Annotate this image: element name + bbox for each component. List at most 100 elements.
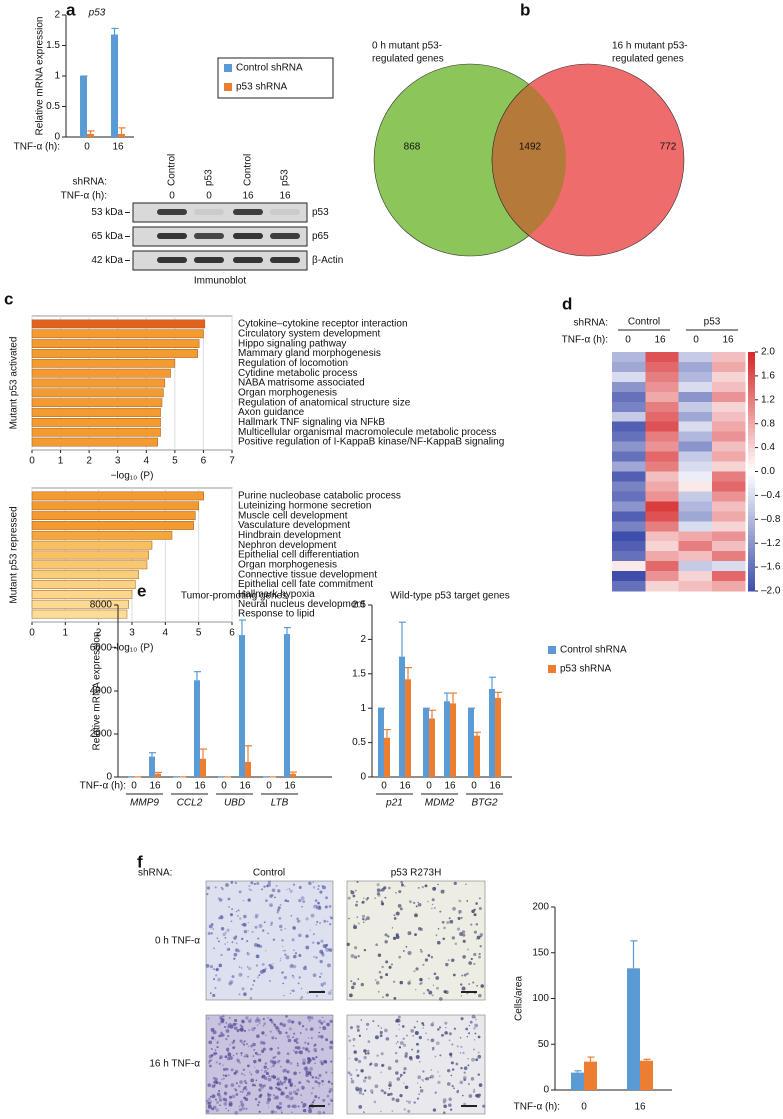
cell-dot (408, 1056, 413, 1060)
cell-dot (270, 1020, 274, 1024)
colorbar-segment (748, 503, 755, 508)
cell-dot (286, 1070, 290, 1074)
blot-band (233, 233, 263, 239)
colorbar-segment (748, 575, 755, 580)
cell-dot (473, 952, 477, 957)
cell-dot (395, 1071, 399, 1075)
cell-dot (476, 935, 481, 940)
cell-dot (299, 997, 303, 1001)
cell-dot (292, 989, 295, 993)
cell-dot (258, 1058, 262, 1062)
cell-dot (276, 1082, 281, 1086)
cell-dot (330, 1071, 333, 1074)
cell-dot (293, 1032, 296, 1035)
cell-dot (417, 1075, 422, 1080)
cell-dot (459, 932, 463, 936)
cell-dot (219, 1057, 222, 1060)
blot-size: 42 kDa (91, 255, 123, 266)
cell-dot (224, 936, 227, 939)
cell-dot (417, 886, 420, 889)
cell-dot (420, 981, 423, 985)
group-label: p21 (385, 798, 403, 809)
cell-dot (265, 950, 267, 952)
cell-dot (222, 1077, 225, 1080)
cell-dot (248, 1029, 251, 1032)
cell-dot (243, 1086, 247, 1090)
cell-dot (292, 954, 297, 959)
colorbar-segment (748, 579, 755, 584)
cell-dot (422, 1024, 425, 1027)
colorbar-label: –0.8 (761, 514, 781, 525)
heatmap-cell (678, 481, 713, 492)
category-label: Epithelial cell differentiation (238, 550, 359, 561)
colorbar-segment (748, 539, 755, 544)
cell-dot (475, 1018, 477, 1021)
y-axis-label: Relative mRNA expression (92, 632, 103, 751)
cell-dot (223, 1092, 228, 1096)
cell-dot (239, 1061, 242, 1064)
cell-dot (474, 992, 476, 995)
heatmap-cell (678, 411, 713, 423)
heatmap-cell (612, 411, 646, 423)
category-label: Luteinizing hormone secretion (238, 500, 371, 511)
bar (444, 701, 450, 777)
cell-dot (261, 1075, 263, 1078)
cell-dot (432, 1021, 434, 1023)
x-tick-label: 4 (163, 628, 169, 639)
cell-dot (329, 916, 331, 918)
cell-dot (314, 1076, 318, 1079)
x-tick-label: 0 (426, 781, 432, 792)
heatmap-cell (645, 531, 679, 542)
cell-dot (225, 1067, 229, 1071)
cell-dot (379, 975, 383, 979)
bar (31, 491, 204, 501)
cell-dot (399, 1093, 403, 1098)
cell-dot (321, 984, 324, 987)
cell-dot (361, 914, 366, 918)
cell-dot (256, 882, 260, 885)
cell-dot (284, 953, 287, 956)
cell-dot (395, 1034, 398, 1037)
x-tick-label: 7 (229, 456, 235, 467)
colorbar-segment (748, 559, 755, 564)
cell-dot (439, 1075, 441, 1077)
cell-dot (415, 905, 418, 908)
heatmap-cell (612, 511, 646, 522)
cell-dot (304, 965, 307, 968)
x-tick-label: 0 (84, 142, 90, 153)
cell-dot (286, 888, 288, 891)
cell-dot (470, 957, 473, 961)
category-label: Organ morphogenesis (238, 559, 337, 570)
heatmap-cell (711, 531, 746, 542)
cell-dot (258, 923, 263, 928)
heatmap-group: p53 (704, 317, 721, 328)
cell-dot (478, 993, 482, 998)
cell-dot (303, 1108, 307, 1113)
cell-dot (246, 1091, 251, 1096)
cell-dot (250, 1078, 255, 1083)
cell-dot (280, 1065, 282, 1068)
colorbar-label: 0.0 (761, 466, 775, 477)
x-tick-label: 5 (172, 456, 178, 467)
blot-band (157, 209, 187, 215)
cell-dot (213, 1079, 218, 1084)
cell-dot (228, 1102, 233, 1107)
cell-dot (291, 1020, 295, 1024)
lane-tnf: 0 (169, 191, 175, 202)
cell-dot (246, 1018, 248, 1020)
cell-dot (419, 982, 422, 985)
cell-dot (276, 908, 280, 912)
cell-dot (390, 963, 393, 966)
cell-dot (391, 1110, 394, 1112)
cell-dot (444, 1031, 448, 1035)
y-axis-label: Cells/area (514, 976, 525, 1021)
cell-dot (454, 942, 458, 946)
cell-dot (395, 1019, 399, 1023)
cell-dot (413, 969, 416, 973)
cell-dot (467, 1064, 470, 1067)
cell-dot (269, 894, 273, 898)
cell-dot (233, 1087, 237, 1091)
category-label: Cytokine–cytokine receptor interaction (238, 319, 408, 330)
cell-dot (315, 904, 318, 907)
category-label: NABA matrisome associated (238, 378, 365, 389)
